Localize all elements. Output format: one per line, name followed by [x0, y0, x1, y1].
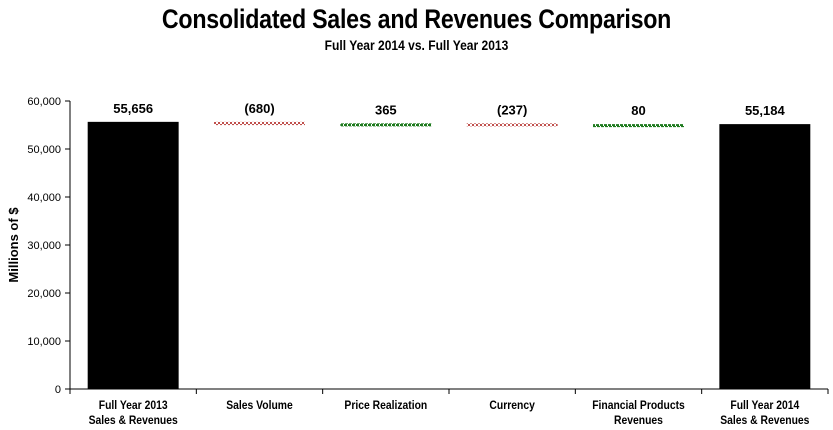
data-label: (680) — [244, 101, 274, 116]
bar-total — [719, 124, 811, 390]
y-tick-label: 30,000 — [27, 240, 61, 252]
x-category-label: Full Year 2014 Sales & Revenues — [720, 400, 809, 428]
x-category-label: Currency — [489, 400, 535, 413]
data-label: 55,656 — [113, 101, 153, 116]
y-tick-label: 60,000 — [27, 96, 61, 108]
x-category-label-line: Sales & Revenues — [720, 415, 809, 428]
x-category-label-line: Sales & Revenues — [89, 415, 178, 428]
x-category-label: Price Realization — [344, 400, 427, 413]
bar-decrease — [214, 121, 305, 126]
y-tick-label: 0 — [55, 384, 61, 396]
x-category-label-line: Revenues — [614, 415, 663, 428]
bar-increase — [340, 123, 432, 127]
bar-increase — [593, 124, 684, 128]
x-category-label: Sales Volume — [226, 400, 293, 413]
bar-decrease — [466, 123, 558, 127]
x-category-label-line: Price Realization — [344, 400, 427, 413]
x-category-label-line: Full Year 2014 — [730, 400, 800, 413]
x-category-label-line: Full Year 2013 — [99, 400, 168, 413]
x-category-label-line: Currency — [489, 400, 535, 413]
y-axis-label: Millions of $ — [6, 207, 21, 283]
x-category-label-line: Financial Products — [592, 400, 685, 413]
y-tick-label: 50,000 — [27, 144, 61, 156]
data-label: 55,184 — [745, 103, 786, 118]
y-tick-label: 40,000 — [27, 192, 61, 204]
chart-subtitle: Full Year 2014 vs. Full Year 2013 — [324, 37, 509, 53]
chart-title: Consolidated Sales and Revenues Comparis… — [161, 4, 672, 34]
x-category-label-line: Sales Volume — [226, 400, 293, 413]
x-category-label: Financial Products Revenues — [592, 400, 685, 428]
y-tick-label: 10,000 — [27, 336, 61, 348]
bar-total — [87, 121, 179, 389]
data-label: 80 — [631, 103, 645, 118]
y-tick-label: 20,000 — [27, 288, 61, 300]
data-label: (237) — [497, 102, 527, 117]
x-category-label: Full Year 2013 Sales & Revenues — [89, 400, 178, 428]
data-label: 365 — [375, 102, 397, 117]
